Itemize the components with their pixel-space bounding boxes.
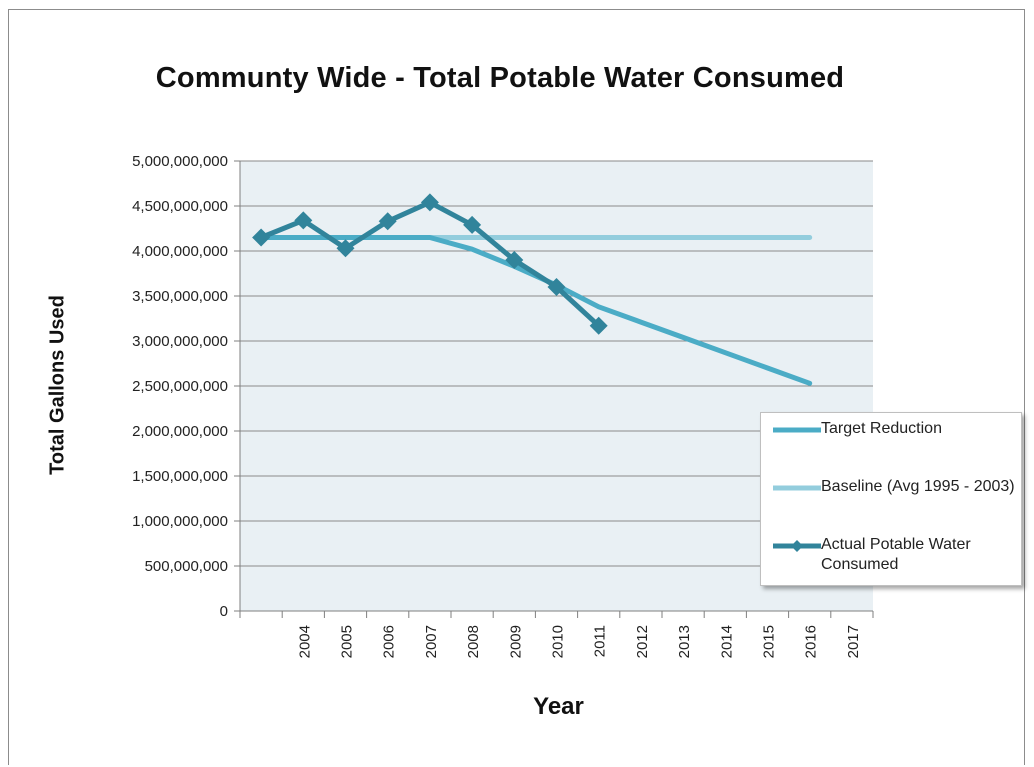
y-tick-label: 3,000,000,000 [132, 333, 228, 350]
data-point [252, 228, 271, 247]
legend-swatch-target [773, 427, 821, 433]
y-tick-label: 1,500,000,000 [132, 468, 228, 485]
gridlines [234, 160, 873, 612]
y-tick-label: 4,000,000,000 [132, 243, 228, 260]
x-tick-label: 2014 [718, 625, 735, 658]
legend: Target Reduction Baseline (Avg 1995 - 20… [760, 412, 1022, 586]
x-tick-label: 2013 [676, 625, 693, 658]
x-tick-label: 2017 [845, 625, 862, 658]
y-tick-label: 5,000,000,000 [132, 153, 228, 170]
y-tick-label: 2,500,000,000 [132, 378, 228, 395]
x-tick-label: 2007 [423, 625, 440, 658]
y-tick-label: 3,500,000,000 [132, 288, 228, 305]
legend-swatch-actual [773, 540, 821, 552]
y-tick-label: 500,000,000 [145, 558, 228, 575]
chart-title: Communty Wide - Total Potable Water Cons… [155, 62, 845, 94]
data-point [378, 212, 397, 231]
y-tick-label: 1,000,000,000 [132, 513, 228, 530]
x-tick-label: 2016 [803, 625, 820, 658]
legend-label-baseline: Baseline (Avg 1995 - 2003) [821, 478, 1015, 495]
x-tick-label: 2005 [339, 625, 356, 658]
y-tick-label: 0 [220, 603, 228, 620]
data-point [589, 316, 608, 335]
x-axis-label: Year [533, 693, 584, 720]
y-tick-labels: 0 500,000,000 1,000,000,000 1,500,000,000 2,… [132, 153, 228, 620]
legend-swatch-baseline [773, 485, 821, 491]
legend-label-target: Target Reduction [821, 420, 942, 437]
x-tick-label: 2008 [465, 625, 482, 658]
legend-marker-diamond-icon [791, 540, 803, 552]
y-tick-label: 2,000,000,000 [132, 423, 228, 440]
x-tick-label: 2010 [550, 625, 567, 658]
x-tick-label: 2012 [634, 625, 651, 658]
data-point [463, 215, 482, 234]
x-tick-label: 2011 [592, 625, 609, 657]
x-tick-label: 2009 [507, 625, 524, 658]
x-tick-label: 2015 [761, 625, 778, 658]
axes [239, 161, 874, 618]
x-tick-label: 2006 [381, 625, 398, 658]
data-point [547, 278, 566, 296]
data-point [294, 211, 313, 230]
data-point [336, 239, 355, 258]
x-tick-label: 2004 [296, 625, 313, 658]
y-tick-label: 4,500,000,000 [132, 198, 228, 215]
x-tick-labels: 2004 2005 2006 2007 2008 2009 2010 2011 2012 2013… [296, 625, 862, 658]
legend-label-actual: Actual Potable Water Consumed [821, 536, 971, 573]
data-point [420, 193, 439, 212]
data-point [505, 251, 524, 269]
series-layer [252, 193, 813, 386]
